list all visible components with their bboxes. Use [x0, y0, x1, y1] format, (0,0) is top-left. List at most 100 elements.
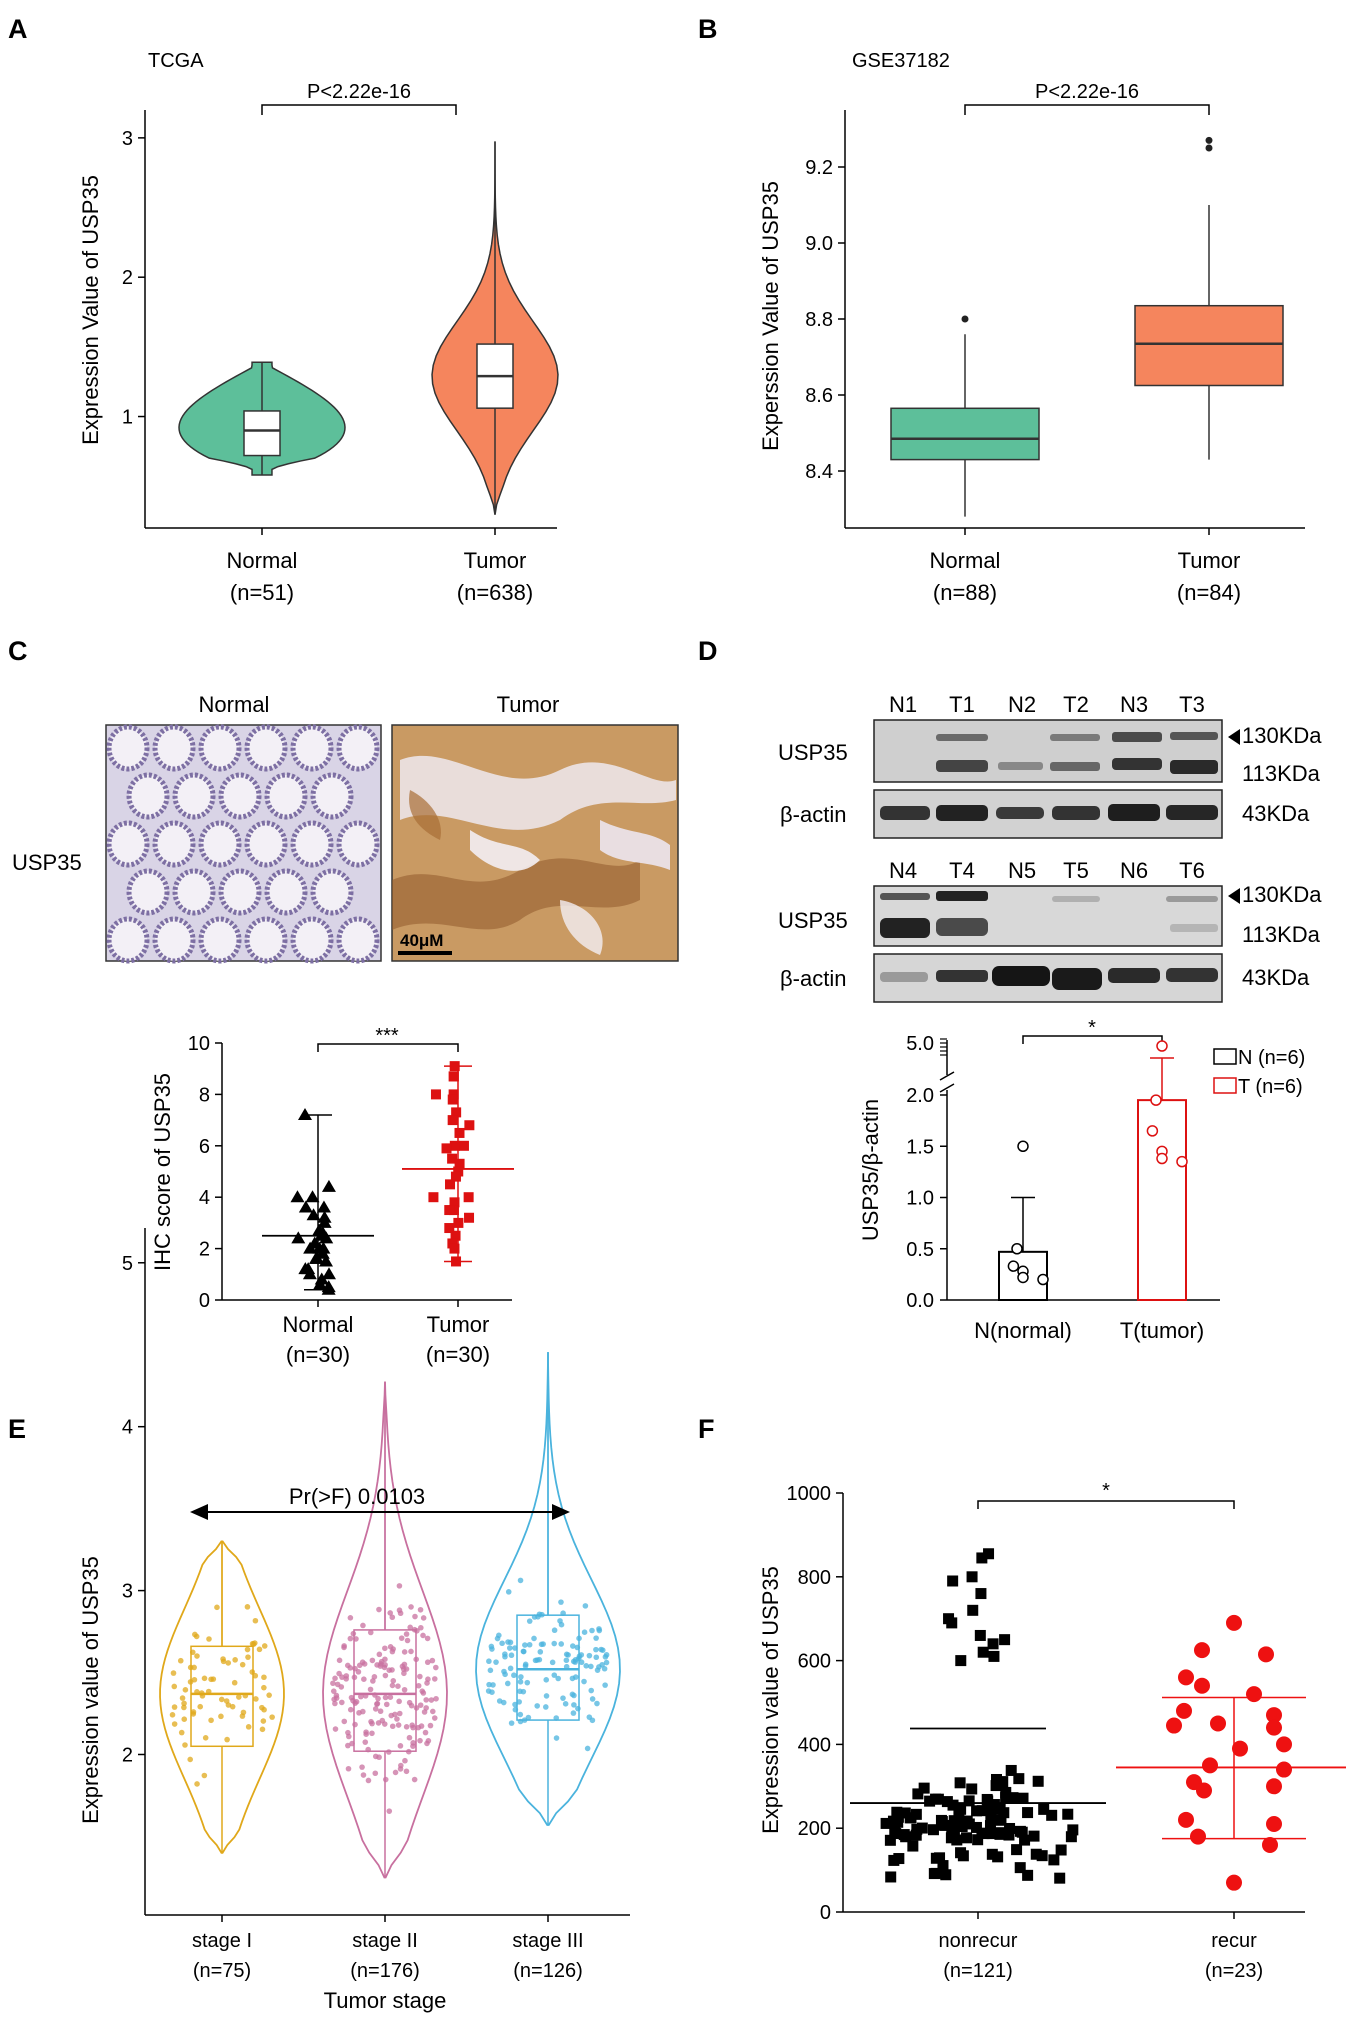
- panel-b: B GSE37182 P<2.22e-16 8.4 8.6 8.8 9.0 9.2 Ex…: [698, 14, 1305, 605]
- data-point-nonrecur: [954, 1777, 966, 1789]
- data-point: [570, 1658, 577, 1665]
- data-point-nonrecur: [984, 1820, 996, 1832]
- y-tick-label: 9.2: [805, 157, 833, 179]
- blot-row-usp35-bottom: USP35: [778, 908, 848, 933]
- data-point: [197, 1703, 204, 1710]
- data-point: [336, 1670, 342, 1677]
- data-point: [429, 1708, 436, 1715]
- ihc-normal-image: [105, 724, 382, 964]
- panel-c-n-tumor: (n=30): [426, 1342, 490, 1367]
- data-point-recur: [1196, 1782, 1212, 1799]
- data-point: [372, 1770, 379, 1777]
- data-point: [583, 1663, 590, 1669]
- data-point: [569, 1691, 576, 1698]
- data-point: [520, 1648, 527, 1655]
- data-point: [558, 1599, 564, 1605]
- data-point: [487, 1667, 494, 1674]
- data-point: [256, 1646, 263, 1653]
- data-point-recur: [1276, 1761, 1292, 1778]
- data-point: [412, 1613, 418, 1620]
- data-point-nonrecur: [976, 1827, 988, 1839]
- y-tick-label: 8.8: [805, 309, 833, 331]
- crypt-gland: [244, 916, 288, 964]
- data-point: [499, 1640, 505, 1647]
- lane-labels-top: N1 T1 N2 T2 N3 T3: [889, 692, 1205, 717]
- data-point-tumor: [445, 1179, 456, 1190]
- data-point: [178, 1729, 185, 1736]
- panel-e-n-2: (n=176): [350, 1960, 420, 1982]
- data-point: [397, 1766, 404, 1772]
- data-point-nonrecur: [990, 1773, 1002, 1785]
- panel-f-sig-bracket: [977, 1500, 1235, 1509]
- panel-d-axes: [939, 1040, 1220, 1301]
- data-point-nonrecur: [880, 1817, 892, 1829]
- data-point-nonrecur: [999, 1634, 1011, 1646]
- legend-swatch-normal: [1213, 1048, 1237, 1065]
- panel-c-n-normal: (n=30): [286, 1342, 350, 1367]
- y-tick-label: 400: [798, 1734, 831, 1756]
- data-point-nonrecur: [936, 1819, 948, 1831]
- data-point: [419, 1688, 426, 1694]
- data-point-nonrecur: [888, 1854, 900, 1866]
- data-point: [261, 1674, 267, 1681]
- lane-label: N6: [1120, 858, 1148, 883]
- data-point-nonrecur: [1013, 1773, 1025, 1785]
- data-point: [421, 1709, 428, 1715]
- data-point-nonrecur: [885, 1871, 897, 1883]
- data-point: [332, 1726, 339, 1732]
- data-point: [581, 1678, 587, 1685]
- data-point-nonrecur: [983, 1548, 995, 1560]
- data-point: [387, 1610, 393, 1616]
- lane-label: T2: [1063, 692, 1089, 717]
- data-point-recur: [1266, 1707, 1282, 1724]
- data-point: [240, 1709, 247, 1716]
- data-point: [506, 1645, 513, 1651]
- data-point-nonrecur: [1014, 1825, 1026, 1837]
- data-point-recur: [1194, 1642, 1210, 1659]
- data-point: [372, 1706, 379, 1712]
- data-point: [171, 1683, 178, 1690]
- data-point: [418, 1723, 425, 1729]
- panel-e-n-1: (n=75): [193, 1960, 251, 1982]
- data-point-nonrecur: [899, 1807, 911, 1819]
- data-point-nonrecur: [976, 1805, 988, 1817]
- data-point-recur: [1276, 1736, 1292, 1753]
- crypt-gland: [244, 820, 288, 868]
- data-point: [371, 1674, 378, 1680]
- panel-f-cat-2: recur: [1211, 1930, 1257, 1952]
- data-point: [229, 1703, 236, 1710]
- y-tick-label: 1.0: [906, 1188, 934, 1210]
- data-point: [418, 1624, 424, 1631]
- data-point: [365, 1777, 372, 1784]
- kda-113-bottom: 113KDa: [1242, 922, 1321, 947]
- y-tick-label: 6: [199, 1136, 210, 1158]
- panel-b-cat-normal: Normal: [930, 548, 1001, 573]
- crypt-gland: [126, 772, 170, 820]
- data-point: [572, 1674, 579, 1680]
- data-point-recur: [1266, 1778, 1282, 1795]
- data-point: [526, 1618, 533, 1624]
- data-point: [201, 1772, 208, 1779]
- panel-a-sig-bracket: [261, 104, 457, 115]
- data-point: [352, 1721, 358, 1728]
- data-point: [420, 1632, 426, 1639]
- y-tick-label: 2: [199, 1239, 210, 1261]
- panel-c-col-tumor: Tumor: [497, 692, 560, 717]
- data-point: [589, 1696, 596, 1702]
- data-point: [433, 1695, 439, 1702]
- data-point-tumor: [458, 1140, 469, 1151]
- data-point: [190, 1709, 197, 1715]
- data-point: [339, 1699, 345, 1706]
- data-point: [392, 1711, 398, 1718]
- data-point: [382, 1645, 388, 1652]
- data-point: [401, 1670, 407, 1677]
- data-point-nonrecur: [986, 1828, 998, 1840]
- data-point: [396, 1583, 403, 1589]
- panel-a: A TCGA P<2.22e-16 1 2 3 Expression Value o…: [8, 14, 559, 605]
- arrow-icon: [1228, 729, 1240, 745]
- box-0: [890, 407, 1040, 461]
- data-point: [252, 1617, 259, 1624]
- data-point-nonrecur: [928, 1868, 940, 1880]
- data-point-tumor: [449, 1140, 460, 1151]
- data-point: [245, 1724, 252, 1730]
